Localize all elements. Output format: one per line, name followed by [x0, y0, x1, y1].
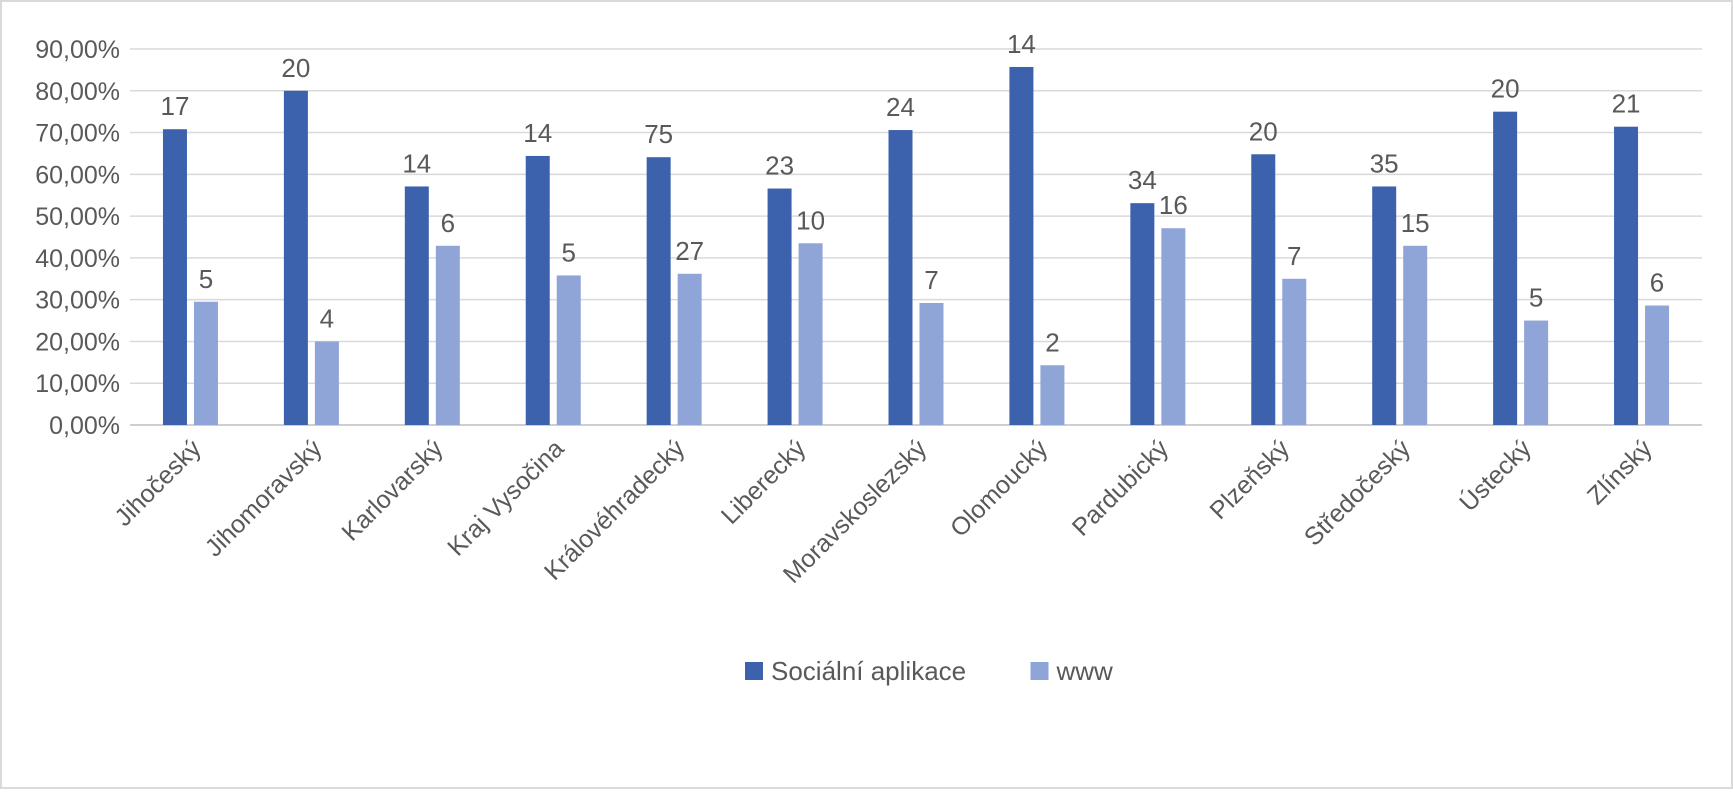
y-tick-label: 30,00%	[35, 287, 120, 315]
data-label: 14	[523, 118, 552, 148]
bar-socialni-aplikace	[162, 129, 187, 426]
data-label: 16	[1159, 190, 1188, 220]
data-label: 15	[1401, 208, 1430, 238]
x-category-label: Jihomoravský	[200, 434, 328, 562]
data-label: 24	[886, 92, 915, 122]
bars	[162, 66, 1670, 426]
data-label: 20	[1249, 116, 1278, 146]
bar-socialni-aplikace	[1130, 203, 1155, 425]
bar-socialni-aplikace	[1372, 186, 1397, 425]
data-label: 20	[281, 53, 310, 83]
bar-www	[193, 301, 218, 425]
x-category-label: Ústecký	[1453, 433, 1537, 517]
bar-www	[677, 273, 702, 425]
x-category-label: Kraj Vysočina	[442, 434, 569, 561]
bar-www	[556, 275, 581, 425]
bar-socialni-aplikace	[1009, 66, 1034, 425]
data-label: 20	[1491, 74, 1520, 104]
bar-www	[1161, 228, 1186, 425]
x-category-label: Karlovarský	[336, 434, 448, 546]
legend-swatch	[745, 662, 763, 680]
x-category-label: Pardubický	[1067, 434, 1175, 542]
bar-socialni-aplikace	[646, 157, 671, 425]
bar-socialni-aplikace	[1493, 111, 1518, 426]
bar-socialni-aplikace	[283, 90, 308, 426]
bar-www	[919, 303, 944, 425]
x-category-label: Zlínský	[1582, 434, 1658, 510]
x-category-label: Středočeský	[1299, 434, 1416, 551]
legend-swatch	[1030, 662, 1049, 680]
y-tick-label: 0,00%	[49, 412, 120, 440]
data-label: 17	[161, 91, 190, 121]
bar-www	[314, 341, 339, 425]
y-tick-label: 70,00%	[35, 120, 120, 148]
data-label: 5	[199, 264, 213, 294]
bar-www	[798, 243, 823, 425]
bar-www	[1040, 365, 1065, 425]
legend-label: www	[1056, 656, 1114, 686]
x-category-label: Plzeňský	[1204, 434, 1295, 525]
data-label: 14	[1007, 29, 1036, 59]
bar-www	[1282, 278, 1307, 425]
gridlines	[130, 48, 1702, 426]
data-label: 10	[796, 205, 825, 235]
data-label: 6	[441, 208, 455, 238]
bar-www	[1403, 245, 1428, 425]
bar-socialni-aplikace	[767, 188, 792, 425]
bar-www	[1645, 305, 1670, 425]
data-label: 23	[765, 151, 794, 181]
x-category-label: Liberecký	[716, 434, 812, 530]
y-axis-ticks: 0,00% 10,00% 20,00% 30,00% 40,00% 50,00% 60,00…	[35, 36, 120, 440]
data-label: 27	[675, 236, 704, 266]
y-tick-label: 20,00%	[35, 328, 120, 356]
data-label: 21	[1612, 89, 1641, 119]
legend-label: Sociální aplikace	[771, 656, 966, 686]
data-label: 35	[1370, 148, 1399, 178]
x-category-label: Olomoucký	[945, 434, 1054, 543]
bar-socialni-aplikace	[404, 186, 429, 425]
data-label: 7	[1287, 241, 1301, 271]
bar-socialni-aplikace	[525, 155, 550, 425]
y-tick-label: 10,00%	[35, 370, 120, 398]
bar-socialni-aplikace	[1614, 126, 1639, 425]
bar-www	[1524, 320, 1549, 425]
data-label: 75	[644, 119, 673, 149]
data-label: 6	[1650, 268, 1664, 298]
legend: Sociální aplikace www	[745, 656, 1113, 686]
bar-www	[435, 245, 460, 425]
data-label: 34	[1128, 165, 1157, 195]
bar-socialni-aplikace	[888, 130, 913, 425]
bar-socialni-aplikace	[1251, 154, 1276, 425]
data-label: 14	[402, 148, 431, 178]
y-tick-label: 60,00%	[35, 161, 120, 189]
y-tick-label: 90,00%	[35, 36, 120, 64]
x-category-label: Jihočeský	[109, 434, 207, 532]
data-label: 7	[924, 265, 938, 295]
data-label: 2	[1045, 327, 1059, 357]
data-label: 5	[1529, 283, 1543, 313]
data-label: 4	[320, 303, 334, 333]
y-tick-label: 80,00%	[35, 78, 120, 106]
data-label: 5	[561, 237, 575, 267]
y-tick-label: 50,00%	[35, 203, 120, 231]
y-tick-label: 40,00%	[35, 245, 120, 273]
